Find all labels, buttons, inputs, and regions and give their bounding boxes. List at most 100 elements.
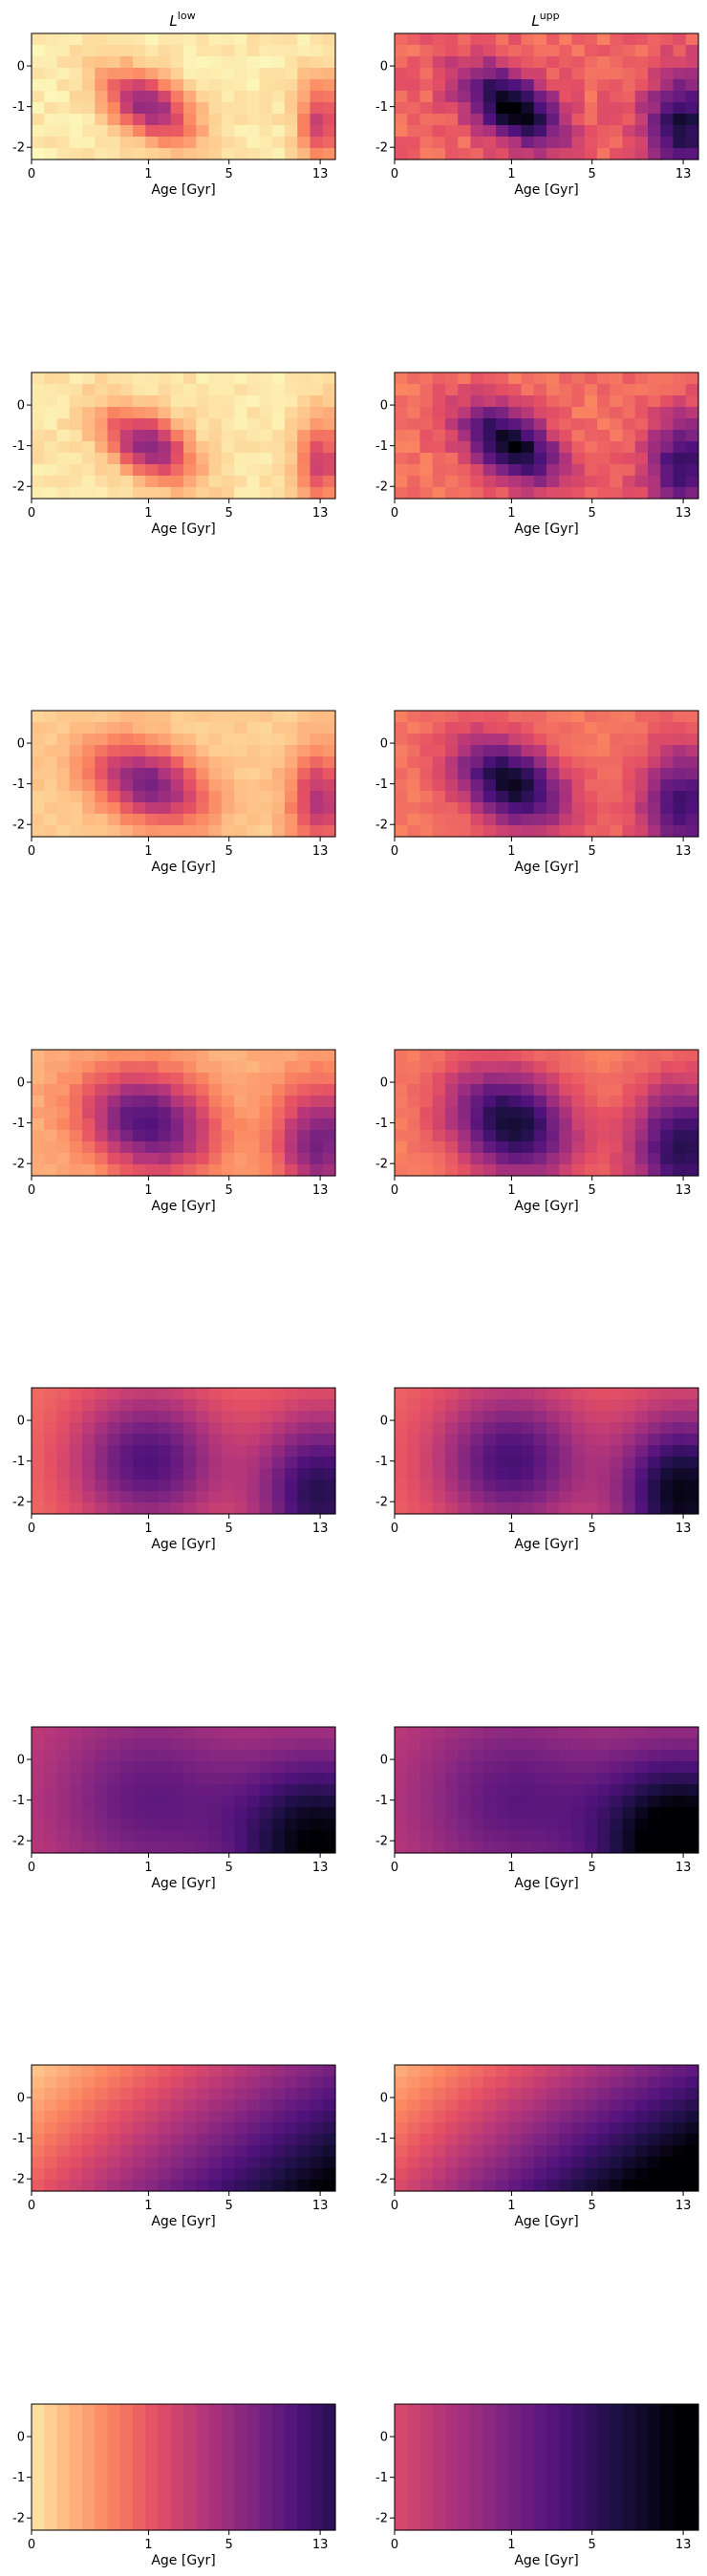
heatmap-cell — [546, 407, 560, 419]
heatmap-cell — [648, 2404, 661, 2416]
x-tick-label: 5 — [589, 1861, 596, 1875]
heatmap-cell — [32, 1773, 45, 1785]
heatmap-cell — [56, 2099, 71, 2112]
heatmap-cell — [322, 1084, 336, 1096]
heatmap-cell — [395, 373, 408, 385]
heatmap-cell — [533, 125, 547, 138]
heatmap-cell — [395, 418, 408, 431]
heatmap-cell — [597, 1411, 611, 1423]
heatmap-cell — [208, 2416, 223, 2428]
y-tick-label: -2 — [12, 2512, 25, 2526]
heatmap-cell — [559, 1819, 573, 1831]
heatmap-cell — [445, 2168, 459, 2181]
heatmap-cell — [546, 1784, 560, 1797]
heatmap-cell — [648, 418, 661, 431]
heatmap-cell — [432, 1727, 446, 1739]
heatmap-cell — [673, 802, 687, 815]
heatmap-cell — [119, 464, 134, 477]
heatmap-cell — [32, 1050, 45, 1062]
heatmap-cell — [634, 2145, 649, 2158]
heatmap-cell — [56, 1727, 71, 1739]
heatmap-cell — [559, 487, 573, 500]
heatmap-cell — [395, 33, 408, 46]
heatmap-cell — [634, 825, 649, 838]
heatmap-cell — [546, 2122, 560, 2135]
heatmap-cell — [196, 2157, 210, 2169]
heatmap-cell — [246, 1796, 261, 1808]
heatmap-cell — [508, 2076, 523, 2089]
heatmap-cell — [221, 453, 235, 465]
heatmap-cell — [196, 2134, 210, 2146]
heatmap-cell — [158, 2427, 172, 2439]
heatmap-cell — [145, 1061, 160, 1074]
heatmap-cell — [445, 1141, 459, 1154]
heatmap-cell — [407, 1457, 421, 1469]
heatmap-cell — [407, 487, 421, 500]
heatmap-cell — [196, 722, 210, 734]
heatmap-cell — [208, 1750, 223, 1762]
y-tick-label: -2 — [375, 141, 388, 156]
heatmap-cell — [322, 1434, 336, 1446]
heatmap-cell — [634, 102, 649, 115]
heatmap-cell — [44, 148, 58, 160]
heatmap-cell — [432, 373, 446, 385]
heatmap-cell — [432, 779, 446, 792]
heatmap-cell — [559, 1750, 573, 1762]
heatmap-cell — [521, 33, 535, 46]
heatmap-cell — [183, 91, 197, 103]
heatmap-cell — [196, 2519, 210, 2531]
heatmap-cell — [622, 2484, 636, 2497]
heatmap-cell — [170, 45, 184, 57]
heatmap-cell — [246, 45, 261, 57]
heatmap-cell — [107, 2438, 121, 2451]
heatmap-cell — [234, 125, 247, 138]
heatmap-cell — [158, 1445, 172, 1458]
heatmap-cell — [32, 2507, 45, 2520]
heatmap-cell — [297, 745, 311, 757]
heatmap-cell — [246, 148, 261, 160]
heatmap-cell — [107, 2122, 121, 2135]
heatmap-cell — [158, 1050, 172, 1062]
heatmap-cell — [145, 1761, 160, 1774]
heatmap-cell — [107, 2427, 121, 2439]
heatmap-cell — [496, 2484, 509, 2497]
heatmap-cell — [119, 430, 134, 442]
heatmap-cell — [571, 2473, 586, 2485]
heatmap-cell — [107, 2519, 121, 2531]
heatmap-cell — [432, 2484, 446, 2497]
heatmap-cell — [571, 1096, 586, 1108]
heatmap-cell — [419, 1445, 434, 1458]
heatmap-cell — [32, 814, 45, 826]
heatmap-cell — [673, 1107, 687, 1119]
heatmap-cell — [158, 1761, 172, 1774]
heatmap-cell — [597, 2473, 611, 2485]
heatmap-cell — [133, 779, 146, 792]
heatmap-cell — [82, 407, 96, 419]
heatmap-cell — [145, 2099, 160, 2112]
heatmap-cell — [458, 768, 472, 780]
heatmap-cell — [271, 2438, 286, 2451]
heatmap-cell — [419, 1830, 434, 1842]
heatmap-cell — [533, 407, 547, 419]
heatmap-cell — [482, 1842, 497, 1854]
heatmap-cell — [597, 1842, 611, 1854]
heatmap-cell — [597, 2076, 611, 2089]
heatmap-cell — [521, 779, 535, 792]
heatmap-cell — [44, 453, 58, 465]
heatmap-cell — [145, 2438, 160, 2451]
heatmap-cell — [158, 407, 172, 419]
heatmap-cell — [622, 2461, 636, 2474]
heatmap-cells — [395, 1388, 699, 1515]
heatmap-cell — [533, 779, 547, 792]
heatmap-cell — [597, 1061, 611, 1074]
heatmap-cell — [482, 1796, 497, 1808]
heatmap-cell — [259, 2145, 273, 2158]
heatmap-cell — [119, 2099, 134, 2112]
heatmap-cell — [183, 1411, 197, 1423]
heatmap-cell — [95, 1084, 109, 1096]
heatmap-cell — [660, 68, 675, 80]
y-tick-label: 0 — [17, 399, 25, 414]
heatmap-cell — [482, 2111, 497, 2123]
heatmap-cell — [145, 2461, 160, 2474]
heatmap-cell — [285, 1399, 298, 1412]
